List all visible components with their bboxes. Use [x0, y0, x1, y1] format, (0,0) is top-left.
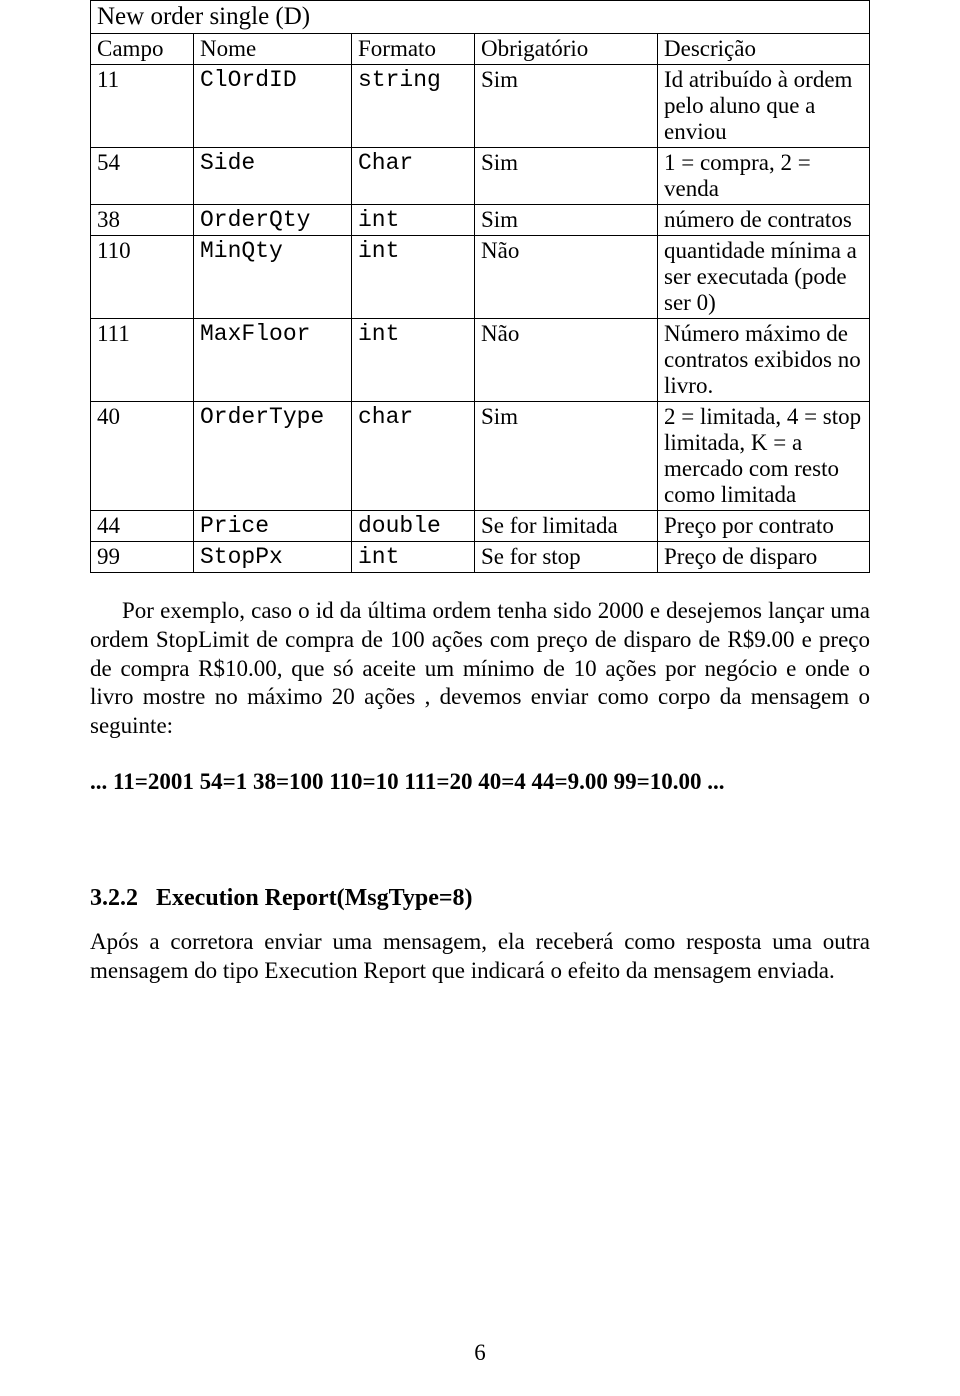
cell-descr: número de contratos: [658, 205, 870, 236]
col-header-obrigatorio: Obrigatório: [475, 34, 658, 65]
table-row: 11 ClOrdID string Sim Id atribuído à ord…: [91, 65, 870, 148]
cell-descr: quantidade mínima a ser executada (pode …: [658, 236, 870, 319]
table-row: 38 OrderQty int Sim número de contratos: [91, 205, 870, 236]
table-row: 110 MinQty int Não quantidade mínima a s…: [91, 236, 870, 319]
page-number: 6: [0, 1340, 960, 1366]
table-title-row: New order single (D): [91, 1, 870, 34]
cell-descr: Id atribuído à ordem pelo aluno que a en…: [658, 65, 870, 148]
col-header-descricao: Descrição: [658, 34, 870, 65]
cell-campo: 111: [91, 319, 194, 402]
example-code-line: ... 11=2001 54=1 38=100 110=10 111=20 40…: [90, 769, 870, 795]
cell-obrig: Sim: [475, 205, 658, 236]
cell-campo: 40: [91, 402, 194, 511]
page: New order single (D) Campo Nome Formato …: [0, 0, 960, 1396]
cell-formato: string: [352, 65, 475, 148]
table-row: 40 OrderType char Sim 2 = limitada, 4 = …: [91, 402, 870, 511]
table-title: New order single (D): [91, 1, 870, 34]
cell-campo: 11: [91, 65, 194, 148]
section-number: 3.2.2: [90, 885, 138, 911]
cell-nome: OrderQty: [194, 205, 352, 236]
col-header-campo: Campo: [91, 34, 194, 65]
cell-nome: StopPx: [194, 542, 352, 573]
cell-obrig: Se for stop: [475, 542, 658, 573]
cell-nome: Side: [194, 148, 352, 205]
cell-formato: int: [352, 542, 475, 573]
cell-nome: ClOrdID: [194, 65, 352, 148]
cell-obrig: Sim: [475, 65, 658, 148]
cell-formato: char: [352, 402, 475, 511]
cell-nome: MaxFloor: [194, 319, 352, 402]
section-heading: 3.2.2 Execution Report(MsgType=8): [90, 885, 870, 912]
col-header-nome: Nome: [194, 34, 352, 65]
cell-formato: double: [352, 511, 475, 542]
cell-campo: 110: [91, 236, 194, 319]
cell-descr: Número máximo de contratos exibidos no l…: [658, 319, 870, 402]
cell-obrig: Não: [475, 236, 658, 319]
cell-campo: 44: [91, 511, 194, 542]
example-paragraph: Por exemplo, caso o id da última ordem t…: [90, 597, 870, 741]
cell-descr: Preço de disparo: [658, 542, 870, 573]
cell-formato: int: [352, 205, 475, 236]
cell-obrig: Sim: [475, 148, 658, 205]
cell-descr: 2 = limitada, 4 = stop limitada, K = a m…: [658, 402, 870, 511]
col-header-formato: Formato: [352, 34, 475, 65]
cell-campo: 38: [91, 205, 194, 236]
cell-nome: MinQty: [194, 236, 352, 319]
cell-obrig: Sim: [475, 402, 658, 511]
cell-formato: int: [352, 236, 475, 319]
table-row: 54 Side Char Sim 1 = compra, 2 = venda: [91, 148, 870, 205]
cell-campo: 99: [91, 542, 194, 573]
table-row: 111 MaxFloor int Não Número máximo de co…: [91, 319, 870, 402]
table-row: 99 StopPx int Se for stop Preço de dispa…: [91, 542, 870, 573]
cell-formato: int: [352, 319, 475, 402]
cell-nome: OrderType: [194, 402, 352, 511]
cell-obrig: Não: [475, 319, 658, 402]
section-title: Execution Report(MsgType=8): [156, 885, 473, 911]
table-header-row: Campo Nome Formato Obrigatório Descrição: [91, 34, 870, 65]
cell-nome: Price: [194, 511, 352, 542]
table-row: 44 Price double Se for limitada Preço po…: [91, 511, 870, 542]
cell-campo: 54: [91, 148, 194, 205]
new-order-single-table: New order single (D) Campo Nome Formato …: [90, 0, 870, 573]
cell-formato: Char: [352, 148, 475, 205]
cell-descr: 1 = compra, 2 = venda: [658, 148, 870, 205]
cell-descr: Preço por contrato: [658, 511, 870, 542]
section-body: Após a corretora enviar uma mensagem, el…: [90, 928, 870, 986]
cell-obrig: Se for limitada: [475, 511, 658, 542]
